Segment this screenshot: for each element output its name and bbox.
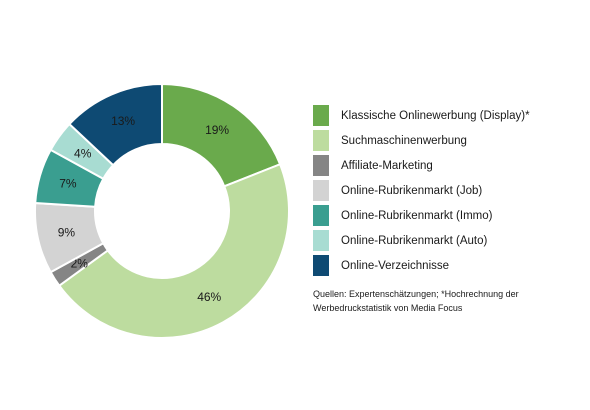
legend-label: Online-Rubrikenmarkt (Auto) bbox=[341, 234, 488, 247]
donut-slice bbox=[68, 82, 163, 167]
slice-data-label: 4% bbox=[74, 146, 92, 160]
slice-data-label: 7% bbox=[59, 177, 77, 191]
legend-swatch bbox=[313, 130, 329, 151]
donut-slice bbox=[57, 162, 290, 340]
legend-swatch bbox=[313, 255, 329, 276]
legend-swatch bbox=[313, 205, 329, 226]
slice-data-label: 2% bbox=[71, 257, 89, 271]
legend-item-display: Klassische Onlinewerbung (Display)* bbox=[313, 103, 583, 128]
legend-swatch bbox=[313, 230, 329, 251]
legend-item-verzeichnisse: Online-Verzeichnisse bbox=[313, 253, 583, 278]
legend-label: Affiliate-Marketing bbox=[341, 159, 433, 172]
legend-label: Online-Verzeichnisse bbox=[341, 259, 450, 272]
donut-slice bbox=[161, 82, 282, 188]
chart-legend: Klassische Onlinewerbung (Display)* Such… bbox=[313, 103, 583, 278]
legend-item-search: Suchmaschinenwerbung bbox=[313, 128, 583, 153]
slice-data-label: 46% bbox=[197, 290, 221, 304]
source-note: Quellen: Expertenschätzungen; *Hochrechn… bbox=[313, 289, 519, 313]
slice-data-label: 13% bbox=[111, 114, 135, 128]
legend-label: Online-Rubrikenmarkt (Immo) bbox=[341, 209, 493, 222]
legend-label: Klassische Onlinewerbung (Display)* bbox=[341, 109, 530, 122]
legend-swatch bbox=[313, 155, 329, 176]
legend-swatch bbox=[313, 180, 329, 201]
slice-data-label: 19% bbox=[205, 123, 229, 137]
legend-item-job: Online-Rubrikenmarkt (Job) bbox=[313, 178, 583, 203]
legend-item-affiliate: Affiliate-Marketing bbox=[313, 153, 583, 178]
legend-label: Online-Rubrikenmarkt (Job) bbox=[341, 184, 483, 197]
legend-label: Suchmaschinenwerbung bbox=[341, 134, 467, 147]
legend-item-auto: Online-Rubrikenmarkt (Auto) bbox=[313, 228, 583, 253]
legend-swatch bbox=[313, 105, 329, 126]
slice-data-label: 9% bbox=[58, 225, 76, 239]
legend-item-immo: Online-Rubrikenmarkt (Immo) bbox=[313, 203, 583, 228]
